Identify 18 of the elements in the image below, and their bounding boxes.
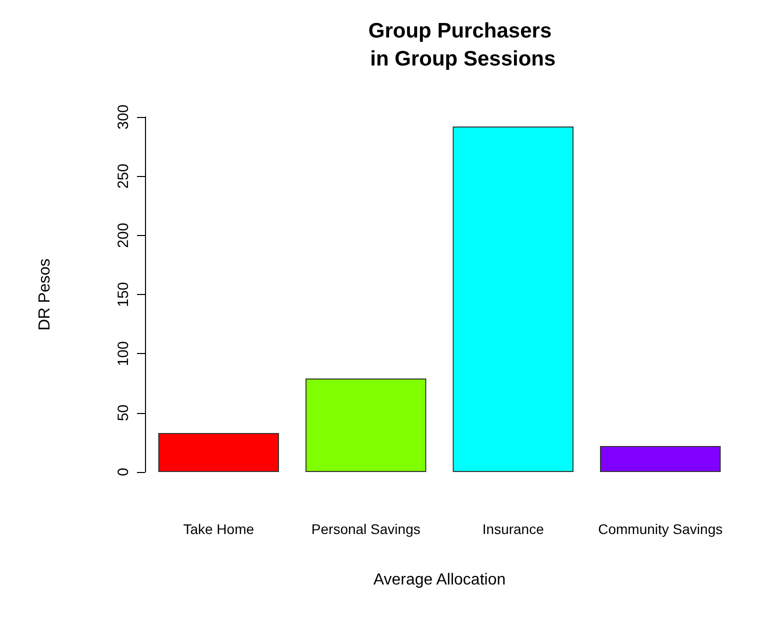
bar (158, 432, 279, 472)
y-tick-label: 150 (115, 282, 132, 308)
x-tick-label: Insurance (482, 521, 544, 537)
y-tick-label: 250 (115, 164, 132, 189)
x-tick-label: Take Home (183, 521, 254, 537)
y-axis-title: DR Pesos (36, 258, 54, 331)
y-tick-label: 300 (115, 104, 132, 130)
bar (452, 126, 574, 472)
x-tick-label: Community Savings (598, 521, 723, 537)
bar (600, 446, 721, 472)
y-tick-label: 0 (115, 468, 132, 476)
y-tick-label: 50 (115, 404, 132, 422)
y-tick-label: 100 (115, 341, 132, 366)
x-tick-label: Personal Savings (311, 521, 420, 537)
chart-title: Group Purchasers in Group Sessions (364, 20, 556, 70)
x-axis-title: Average Allocation (373, 572, 506, 588)
y-tick-label: 200 (115, 222, 132, 248)
bar (306, 378, 426, 472)
